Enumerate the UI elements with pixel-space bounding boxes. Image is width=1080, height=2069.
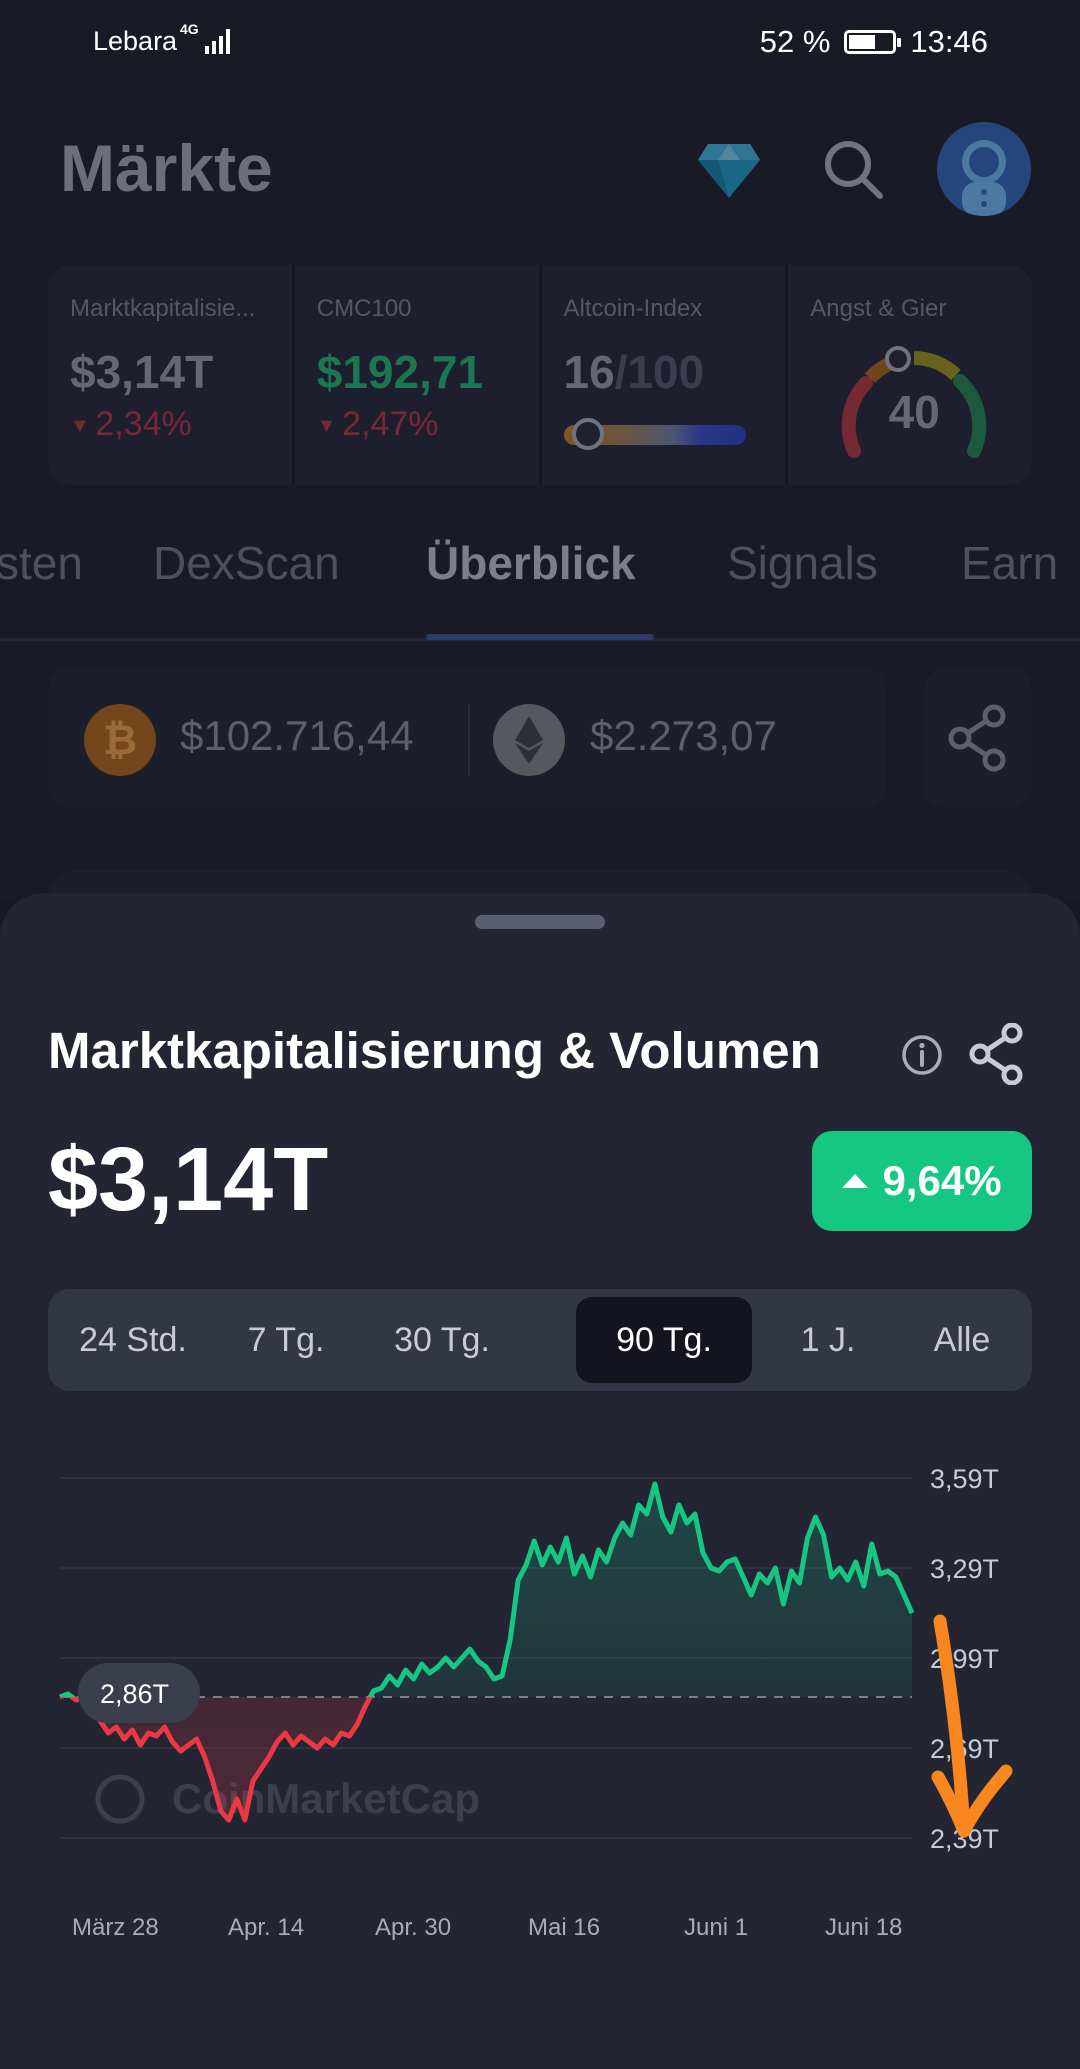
range-7d-button[interactable]: 7 Tg. [247, 1320, 325, 1359]
info-icon[interactable] [900, 1033, 944, 1077]
change-percent: 9,64% [882, 1157, 1002, 1204]
ethereum-icon [493, 704, 565, 776]
stat-value: $3,14T [70, 346, 214, 398]
tab-signals[interactable]: Signals [727, 537, 878, 589]
chart-series-line-up [59, 1481, 915, 1697]
stat-label: Altcoin-Index [563, 295, 703, 322]
markets-page-background: Lebara 4G 52 % 13:46 Märkte [0, 0, 1080, 900]
stat-label: CMC100 [316, 295, 412, 322]
change-badge-up: 9,64% [812, 1131, 1032, 1231]
chart-x-tick-label: Juni 18 [825, 1914, 902, 1941]
stat-label: Marktkapitalisie... [70, 295, 256, 322]
chart-y-tick-label: 3,59T [930, 1464, 999, 1494]
range-1y-button[interactable]: 1 J. [800, 1320, 856, 1359]
chart-x-tick-label: Apr. 30 [375, 1914, 451, 1941]
stat-card-market-cap[interactable]: Marktkapitalisie... $3,14T 2,34% [48, 265, 295, 485]
tab-dexscan[interactable]: DexScan [153, 537, 340, 589]
market-stats-row: Marktkapitalisie... $3,14T 2,34% CMC100 … [48, 265, 1032, 485]
tab-earn[interactable]: Earn [961, 537, 1059, 589]
market-cap-bottom-sheet: Marktkapitalisierung & Volumen $3,14T 9,… [0, 893, 1080, 2069]
altcoin-index-value: 16/100 [563, 346, 705, 398]
range-24h-button[interactable]: 24 Std. [79, 1320, 187, 1359]
svg-text:2,86T: 2,86T [100, 1679, 169, 1709]
btc-price: $102.716,44 [180, 712, 414, 759]
range-all-button[interactable]: Alle [933, 1320, 991, 1359]
clock-time: 13:46 [910, 24, 988, 59]
stat-card-altcoin-index[interactable]: Altcoin-Index 16/100 [542, 265, 789, 485]
active-tab-indicator [426, 634, 654, 640]
time-range-selector: 24 Std. 7 Tg. 30 Tg. 90 Tg. 1 J. Alle [48, 1289, 1032, 1391]
range-90d-button[interactable]: 90 Tg. [576, 1297, 752, 1383]
stat-change-down: 2,34% [70, 405, 270, 444]
network-type-label: 4G [180, 21, 199, 37]
ticker-divider [468, 704, 470, 776]
carrier-label: Lebara [93, 26, 178, 56]
markets-tab-bar: sten DexScan Überblick Signals Earn [0, 536, 1080, 640]
market-cap-value: $3,14T [48, 1130, 329, 1230]
eth-price: $2.273,07 [590, 712, 777, 759]
share-icon [948, 704, 1006, 772]
status-bar: Lebara 4G 52 % 13:46 [0, 0, 1080, 86]
stat-card-fear-greed[interactable]: Angst & Gier 40 [788, 265, 1032, 485]
chart-x-axis: März 28 Apr. 14 Apr. 30 Mai 16 Juni 1 Juni 18 [72, 1914, 902, 1941]
chart-series-line-down [60, 1697, 374, 1823]
signal-strength-icon [205, 29, 230, 54]
stat-card-cmc100[interactable]: CMC100 $192,71 2,47% [295, 265, 542, 485]
stat-label: Angst & Gier [810, 295, 947, 322]
battery-percent: 52 % [759, 24, 831, 59]
diamond-icon[interactable] [696, 140, 762, 200]
price-ticker-card[interactable]: ₿ $102.716,44 $2.273,07 [48, 668, 886, 808]
tab-overview[interactable]: Überblick [426, 537, 636, 589]
chart-reference-label: 2,86T [78, 1663, 200, 1723]
avatar[interactable] [937, 122, 1031, 216]
share-icon[interactable] [968, 1023, 1026, 1085]
status-right-group: 52 % 13:46 [760, 24, 988, 60]
chart-x-tick-label: Juni 1 [684, 1914, 748, 1941]
sheet-title: Marktkapitalisierung & Volumen [48, 1022, 821, 1079]
search-icon[interactable] [820, 136, 886, 202]
page-title: Märkte [60, 131, 273, 205]
up-arrow-icon [842, 1174, 869, 1188]
range-30d-button[interactable]: 30 Tg. [394, 1320, 490, 1359]
fear-greed-value: 40 [888, 386, 940, 438]
chart-x-tick-label: Mai 16 [528, 1914, 600, 1941]
chart-area-below [60, 1697, 912, 1820]
stat-value: $192,71 [316, 346, 484, 398]
sheet-drag-handle[interactable] [475, 915, 605, 929]
altcoin-index-knob [571, 418, 604, 450]
stat-change-down: 2,47% [317, 405, 517, 444]
hand-drawn-down-arrow [931, 1614, 1013, 1838]
chart-y-tick-label: 3,29T [930, 1554, 999, 1584]
tab-partial[interactable]: sten [0, 537, 83, 589]
fear-greed-gauge [841, 346, 987, 458]
altcoin-index-bar [563, 418, 746, 450]
coinmarketcap-logo-icon [95, 1774, 145, 1824]
bitcoin-icon: ₿ [84, 704, 156, 776]
ticker-share-button[interactable] [924, 668, 1032, 808]
chart-area-above [60, 1484, 912, 1697]
chart-x-tick-label: Apr. 14 [228, 1914, 304, 1941]
battery-icon [844, 30, 902, 54]
chart-x-tick-label: März 28 [72, 1914, 159, 1941]
avatar-mascot-icon [962, 140, 1006, 216]
